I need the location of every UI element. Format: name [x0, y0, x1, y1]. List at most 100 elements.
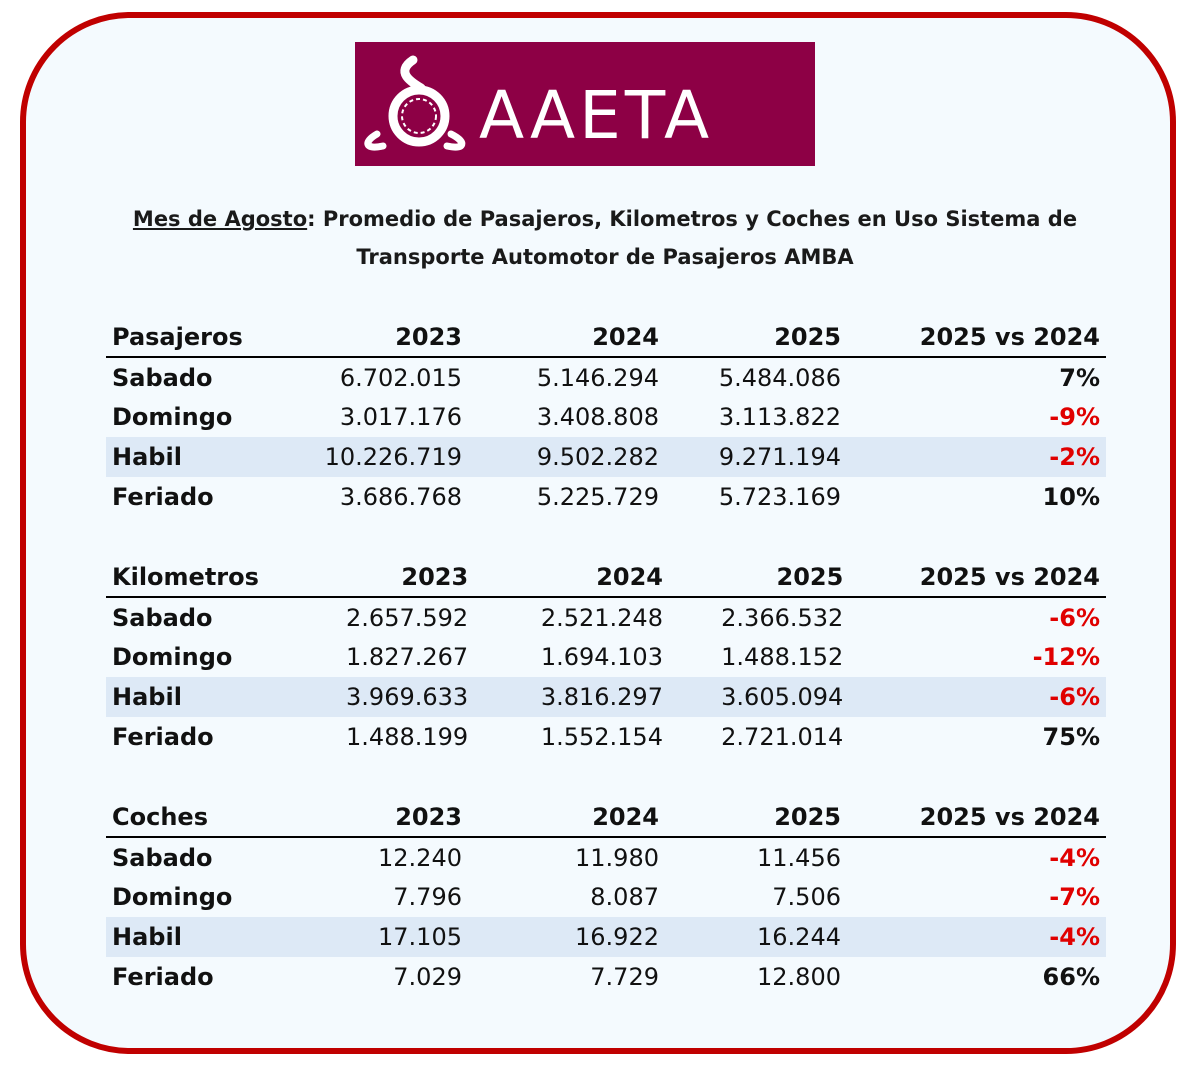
header-2024: 2024 [474, 557, 669, 598]
row-label: Habil [106, 917, 256, 957]
logo-text: AAETA [479, 77, 713, 154]
table-row: Habil 10.226.719 9.502.282 9.271.194 -2% [106, 437, 1106, 477]
cell-2025: 2.721.014 [721, 723, 844, 751]
header-2024: 2024 [468, 797, 665, 838]
row-label: Domingo [112, 643, 233, 671]
row-label: Domingo [112, 883, 233, 911]
row-label: Feriado [112, 963, 214, 991]
table-row: Sabado 2.657.592 2.521.248 2.366.532 -6% [106, 597, 1106, 637]
row-label: Sabado [112, 363, 213, 392]
cell-2025: 3.113.822 [718, 403, 841, 431]
cell-2023: 10.226.719 [256, 437, 468, 477]
header-2023: 2023 [256, 317, 468, 358]
header-2023: 2023 [256, 797, 468, 838]
title-line1: : Promedio de Pasajeros, Kilometros y Co… [307, 207, 1078, 231]
cell-2025: 5.723.169 [718, 483, 841, 511]
rounded-frame [20, 12, 1176, 1054]
cell-change: -6% [849, 677, 1106, 717]
row-label: Sabado [112, 843, 213, 872]
cell-2023: 7.029 [393, 963, 462, 991]
header-label: Coches [106, 797, 256, 838]
cell-2023: 3.969.633 [264, 677, 475, 717]
header-2023: 2023 [264, 557, 475, 598]
cell-2025: 7.506 [772, 883, 841, 911]
title-line2: Transporte Automotor de Pasajeros AMBA [356, 245, 854, 269]
cell-2025: 9.271.194 [665, 437, 847, 477]
row-label: Habil [106, 437, 256, 477]
table-row: Sabado 12.240 11.980 11.456 -4% [106, 837, 1106, 877]
cell-2025: 16.244 [665, 917, 847, 957]
row-label: Domingo [112, 403, 233, 431]
cell-change: -2% [847, 437, 1106, 477]
cell-2025: 5.484.086 [718, 363, 841, 392]
row-label: Habil [106, 677, 265, 717]
page-title: Mes de Agosto: Promedio de Pasajeros, Ki… [130, 200, 1080, 276]
table-row: Sabado 6.702.015 5.146.294 5.484.086 7% [106, 357, 1106, 397]
cell-2024: 8.087 [590, 883, 659, 911]
cell-2025: 11.456 [757, 843, 841, 872]
coches-table: Coches 2023 2024 2025 2025 vs 2024 Sabad… [106, 797, 1106, 997]
table-row: Domingo 7.796 8.087 7.506 -7% [106, 877, 1106, 917]
table-row: Domingo 1.827.267 1.694.103 1.488.152 -1… [106, 637, 1106, 677]
cell-2025: 2.366.532 [721, 603, 844, 632]
cell-2025: 1.488.152 [721, 643, 844, 671]
cell-2025: 12.800 [757, 963, 841, 991]
aaeta-logo: AAETA [355, 42, 815, 166]
cell-change: -4% [847, 917, 1106, 957]
table-header: Kilometros 2023 2024 2025 2025 vs 2024 [106, 557, 1106, 598]
cell-change: -7% [1049, 883, 1100, 911]
row-label: Sabado [112, 603, 213, 632]
cell-2024: 3.408.808 [536, 403, 659, 431]
cell-2023: 17.105 [256, 917, 468, 957]
header-2024: 2024 [468, 317, 665, 358]
cell-change: 10% [1042, 483, 1100, 511]
table-row: Feriado 3.686.768 5.225.729 5.723.169 10… [106, 477, 1106, 517]
cell-2023: 7.796 [393, 883, 462, 911]
header-change: 2025 vs 2024 [847, 797, 1106, 838]
cell-2023: 1.488.199 [346, 723, 469, 751]
header-2025: 2025 [668, 557, 850, 598]
header-label: Pasajeros [106, 317, 256, 358]
pasajeros-table: Pasajeros 2023 2024 2025 2025 vs 2024 Sa… [106, 317, 1106, 517]
cell-change: -12% [1032, 643, 1100, 671]
cell-2024: 2.521.248 [540, 603, 663, 632]
table-row: Domingo 3.017.176 3.408.808 3.113.822 -9… [106, 397, 1106, 437]
cell-change: -6% [1049, 603, 1100, 632]
row-label: Feriado [112, 483, 214, 511]
cell-change: -4% [1049, 843, 1100, 872]
title-month: Mes de Agosto [132, 207, 308, 231]
cell-2024: 9.502.282 [468, 437, 665, 477]
header-2025: 2025 [665, 797, 847, 838]
cell-change: 75% [1042, 723, 1100, 751]
cell-2024: 1.694.103 [540, 643, 663, 671]
table-row: Habil 17.105 16.922 16.244 -4% [106, 917, 1106, 957]
header-label: Kilometros [106, 557, 265, 598]
cell-2024: 1.552.154 [540, 723, 663, 751]
cell-2023: 3.017.176 [339, 403, 462, 431]
cell-2023: 1.827.267 [346, 643, 469, 671]
header-change: 2025 vs 2024 [847, 317, 1106, 358]
header-change: 2025 vs 2024 [849, 557, 1106, 598]
cell-2025: 3.605.094 [668, 677, 850, 717]
aaeta-emblem-icon [364, 55, 466, 151]
cell-2024: 5.146.294 [536, 363, 659, 392]
cell-2024: 7.729 [590, 963, 659, 991]
header-2025: 2025 [665, 317, 847, 358]
table-row: Feriado 1.488.199 1.552.154 2.721.014 75… [106, 717, 1106, 757]
cell-change: 66% [1042, 963, 1100, 991]
cell-2023: 6.702.015 [339, 363, 462, 392]
table-row: Feriado 7.029 7.729 12.800 66% [106, 957, 1106, 997]
cell-2023: 3.686.768 [339, 483, 462, 511]
cell-2024: 3.816.297 [474, 677, 669, 717]
cell-2024: 5.225.729 [536, 483, 659, 511]
cell-2024: 16.922 [468, 917, 665, 957]
cell-2023: 2.657.592 [346, 603, 469, 632]
cell-change: 7% [1059, 363, 1100, 392]
cell-2023: 12.240 [378, 843, 462, 872]
cell-change: -9% [1049, 403, 1100, 431]
kilometros-table: Kilometros 2023 2024 2025 2025 vs 2024 S… [106, 557, 1106, 757]
table-row: Habil 3.969.633 3.816.297 3.605.094 -6% [106, 677, 1106, 717]
cell-2024: 11.980 [575, 843, 659, 872]
table-header: Coches 2023 2024 2025 2025 vs 2024 [106, 797, 1106, 838]
table-header: Pasajeros 2023 2024 2025 2025 vs 2024 [106, 317, 1106, 358]
